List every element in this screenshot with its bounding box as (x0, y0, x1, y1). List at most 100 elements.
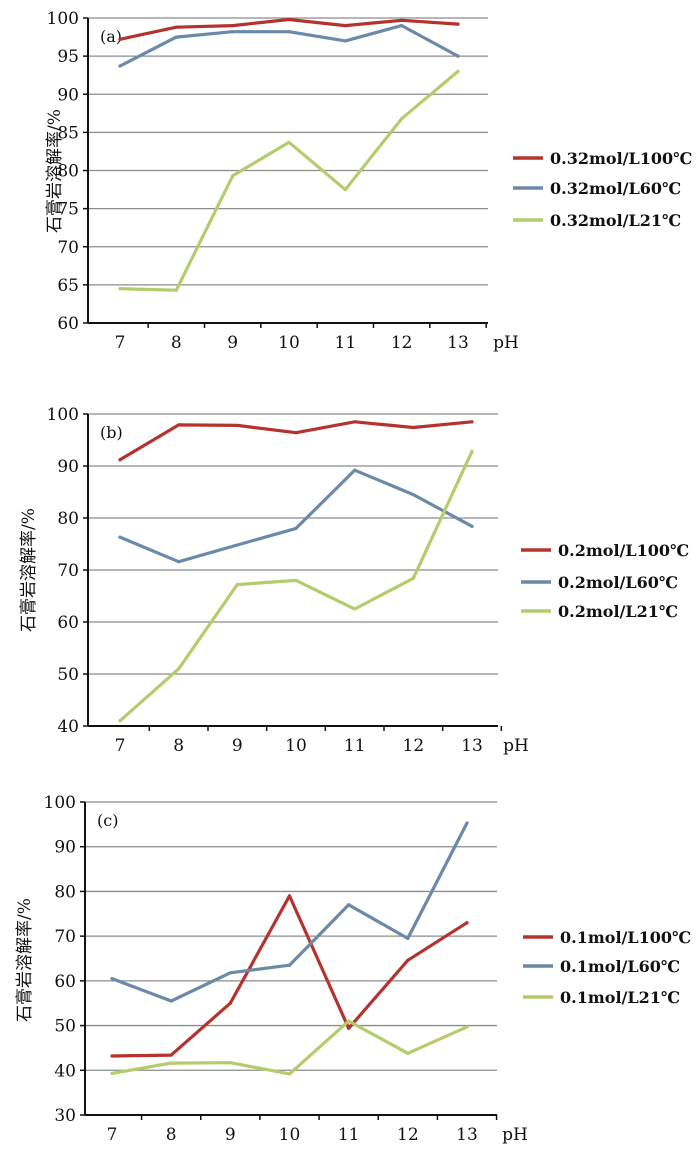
x-axis-label: pH (503, 736, 529, 756)
y-axis-label: 石膏岩溶解率/% (14, 898, 35, 1022)
y-tick-label: 90 (54, 838, 76, 858)
data-point (231, 174, 235, 178)
data-point (287, 30, 291, 34)
x-tick-label: 11 (344, 736, 366, 756)
series-line-1 (110, 894, 469, 1058)
data-point (177, 560, 181, 564)
legend-label: 0.2mol/L100℃ (558, 541, 689, 560)
x-tick-label: 7 (115, 736, 126, 756)
y-tick-label: 50 (54, 1017, 76, 1037)
x-tick-label: 13 (456, 1125, 478, 1145)
data-point (347, 1026, 351, 1030)
chart-panel-c: 30 40 50 60 70 80 90 100 7 8 9 10 11 12 13 pH 石膏岩溶解率/% (c… (0, 780, 700, 1160)
y-tick-label: 65 (57, 276, 79, 296)
data-point (287, 140, 291, 144)
data-point (343, 187, 347, 192)
series-line-3 (118, 449, 474, 723)
data-point (118, 458, 122, 462)
y-tick-label: 70 (54, 927, 76, 947)
x-tick-label: 12 (403, 736, 425, 756)
data-point (347, 903, 351, 907)
x-axis-label: pH (502, 1125, 528, 1145)
data-point (118, 535, 122, 539)
data-point (456, 54, 460, 58)
data-point (343, 39, 347, 43)
data-point (470, 420, 474, 424)
chart-panel-b: 40 50 60 70 80 90 100 7 8 9 10 11 12 13 pH 石膏岩溶解率/% (b) 0… (0, 390, 700, 770)
y-tick-label: 90 (57, 457, 79, 477)
legend-label: 0.32mol/L21℃ (550, 211, 681, 230)
x-tick-label: 12 (397, 1125, 419, 1145)
x-tick-label: 7 (107, 1125, 118, 1145)
data-point (343, 24, 347, 28)
data-point (228, 1061, 232, 1065)
data-point (456, 22, 460, 26)
x-tick-label: 7 (115, 333, 126, 353)
y-tick-label: 100 (44, 793, 76, 813)
data-point (411, 576, 415, 580)
y-tick-label: 100 (47, 9, 79, 29)
legend-label: 0.2mol/L60℃ (558, 573, 678, 592)
y-tick-label: 75 (57, 200, 79, 220)
legend-label: 0.1mol/L21℃ (560, 988, 680, 1007)
x-tick-label: 9 (232, 736, 243, 756)
data-point (235, 582, 239, 587)
series-line-3 (118, 69, 460, 292)
data-point (294, 431, 298, 435)
legend-label: 0.1mol/L60℃ (560, 957, 680, 976)
data-point (465, 1025, 469, 1029)
x-tick-label: 10 (279, 1125, 301, 1145)
legend-label: 0.1mol/L100℃ (560, 928, 691, 947)
data-point (118, 719, 122, 723)
data-point (406, 1051, 410, 1055)
series-line-2 (118, 468, 474, 564)
chart-svg: 30 40 50 60 70 80 90 100 7 8 9 10 11 12 13 pH 石膏岩溶解率/% (c… (14, 793, 691, 1145)
data-point (287, 17, 291, 22)
y-tick-label: 80 (57, 162, 79, 182)
data-point (347, 1019, 351, 1023)
chart-svg: 60 65 70 75 80 85 90 95 100 7 8 9 10 11 12 13 pH 石膏岩溶解率/%… (44, 9, 692, 353)
y-tick-label: 40 (54, 1061, 76, 1081)
data-point (118, 64, 122, 68)
data-point (174, 288, 178, 292)
chart-panel-a: 60 65 70 75 80 85 90 95 100 7 8 9 10 11 12 13 pH 石膏岩溶解率/%… (0, 0, 700, 370)
panel-label: (a) (100, 27, 122, 46)
data-point (470, 449, 474, 454)
data-point (400, 24, 404, 28)
x-tick-label: 9 (227, 333, 238, 353)
data-point (287, 963, 292, 967)
y-tick-label: 80 (57, 509, 79, 529)
y-tick-label: 95 (57, 47, 79, 67)
data-point (406, 958, 410, 962)
data-point (287, 1072, 292, 1076)
data-point (110, 1071, 114, 1076)
y-tick-label: 60 (57, 314, 79, 334)
series-line-1 (118, 420, 474, 462)
data-point (174, 25, 178, 29)
data-point (177, 423, 181, 427)
data-point (235, 543, 239, 547)
data-point (400, 117, 404, 121)
panel-label: (b) (100, 423, 123, 442)
data-point (294, 578, 298, 582)
data-point (294, 526, 298, 530)
data-point (110, 977, 114, 981)
y-tick-label: 60 (54, 972, 76, 992)
x-axis-label: pH (493, 333, 519, 353)
y-tick-label: 50 (57, 665, 79, 685)
y-tick-label: 80 (54, 882, 76, 902)
panel-label: (c) (97, 811, 118, 830)
data-point (174, 35, 178, 39)
y-tick-label: 30 (54, 1106, 76, 1126)
data-point (353, 420, 357, 424)
series-line-2 (110, 821, 469, 1003)
x-tick-label: 8 (173, 736, 184, 756)
data-point (235, 423, 239, 428)
data-point (169, 999, 173, 1003)
data-point (169, 1061, 173, 1065)
y-tick-label: 100 (47, 405, 79, 425)
data-point (411, 425, 415, 430)
data-point (231, 30, 235, 34)
legend-label: 0.2mol/L21℃ (558, 602, 678, 621)
